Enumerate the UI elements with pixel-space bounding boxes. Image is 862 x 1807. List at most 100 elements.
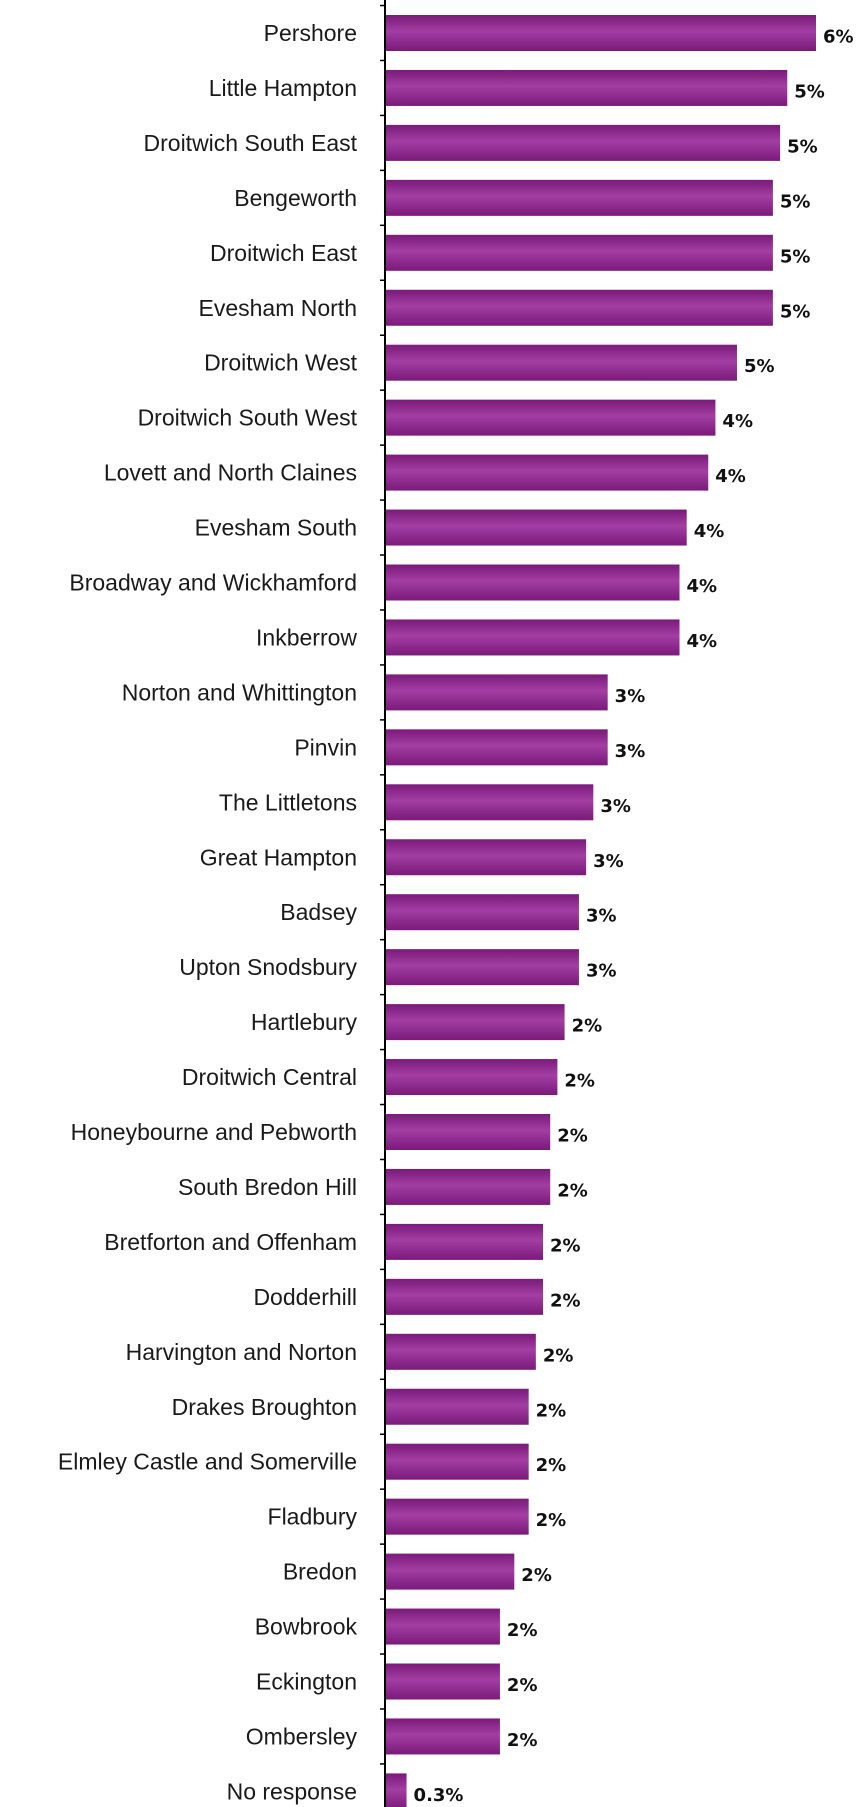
- bar: [385, 344, 737, 381]
- data-label: 4%: [722, 411, 753, 432]
- bar: [385, 1114, 551, 1150]
- category-label: Upton Snodsbury: [179, 954, 357, 980]
- bars-layer: [385, 15, 816, 1807]
- data-label: 2%: [564, 1071, 595, 1092]
- category-label: Pinvin: [294, 734, 357, 760]
- category-label: Dodderhill: [253, 1284, 357, 1310]
- category-label: Hartlebury: [251, 1009, 358, 1035]
- bar: [385, 1059, 558, 1096]
- data-label: 2%: [536, 1455, 567, 1476]
- bar: [385, 399, 716, 436]
- category-label: The Littletons: [219, 789, 357, 815]
- data-label: 3%: [615, 741, 646, 762]
- category-label: Fladbury: [268, 1504, 358, 1530]
- data-label: 2%: [507, 1620, 538, 1641]
- category-label: Droitwich South West: [138, 405, 358, 431]
- bar: [385, 289, 773, 326]
- bar: [385, 1718, 500, 1755]
- category-label: Bredon: [283, 1559, 357, 1585]
- bar: [385, 1278, 544, 1315]
- bar: [385, 619, 680, 656]
- bar: [385, 1223, 544, 1260]
- bar: [385, 234, 773, 271]
- category-label: Eckington: [256, 1669, 357, 1695]
- category-label: Lovett and North Claines: [104, 460, 357, 486]
- bar: [385, 674, 608, 711]
- category-label: Broadway and Wickhamford: [69, 570, 357, 596]
- data-label: 3%: [593, 851, 624, 872]
- data-label: 5%: [794, 81, 825, 102]
- data-label: 2%: [507, 1730, 538, 1751]
- category-label: Little Hampton: [209, 75, 357, 101]
- bar: [385, 1388, 529, 1425]
- data-label: 2%: [572, 1016, 603, 1037]
- bar: [385, 69, 788, 106]
- bar: [385, 15, 816, 51]
- data-label: 6%: [823, 27, 854, 48]
- category-label: Great Hampton: [200, 844, 357, 870]
- bar: [385, 1498, 529, 1535]
- data-label: 2%: [536, 1510, 567, 1531]
- category-label: Droitwich East: [210, 240, 358, 266]
- data-label: 4%: [687, 576, 718, 597]
- category-label: Evesham North: [198, 295, 357, 321]
- category-labels: Pershore Little Hampton Droitwich South Ea…: [58, 20, 358, 1804]
- category-label: Pershore: [264, 20, 357, 46]
- bar: [385, 1443, 529, 1480]
- category-label: Elmley Castle and Somerville: [58, 1449, 357, 1475]
- bar: [385, 1004, 565, 1041]
- data-label: 5%: [780, 301, 811, 322]
- data-label: 2%: [521, 1565, 552, 1586]
- bar: [385, 454, 709, 491]
- category-label: Droitwich South East: [144, 130, 358, 156]
- bar: [385, 784, 594, 821]
- category-label: No response: [227, 1778, 357, 1804]
- category-label: Norton and Whittington: [122, 679, 357, 705]
- category-label: Bretforton and Offenham: [104, 1229, 357, 1255]
- value-labels: 6% 5% 5% 5% 5% 5% 5% 4% 4% 4% 4% 4% 3% 3% 3% 3% 3% 3% 2% 2%…: [414, 27, 854, 1806]
- data-label: 2%: [550, 1235, 581, 1256]
- data-label: 5%: [780, 191, 811, 212]
- y-axis-ticks: [380, 4, 385, 1765]
- category-label: Droitwich West: [204, 350, 358, 376]
- bar: [385, 1663, 500, 1700]
- data-label: 3%: [615, 686, 646, 707]
- data-label: 2%: [557, 1126, 588, 1147]
- data-label: 3%: [600, 796, 631, 817]
- category-label: Badsey: [280, 899, 357, 925]
- data-label: 2%: [557, 1180, 588, 1201]
- data-label: 0.3%: [414, 1785, 464, 1806]
- data-label: 5%: [780, 246, 811, 267]
- bar: [385, 1168, 551, 1205]
- data-label: 2%: [550, 1290, 581, 1311]
- category-label: Harvington and Norton: [126, 1339, 357, 1365]
- category-label: South Bredon Hill: [178, 1174, 357, 1200]
- data-label: 3%: [586, 961, 617, 982]
- category-label: Inkberrow: [256, 624, 357, 650]
- bar: [385, 1608, 500, 1645]
- category-label: Bengeworth: [234, 185, 357, 211]
- category-label: Honeybourne and Pebworth: [71, 1119, 357, 1145]
- category-label: Bowbrook: [255, 1614, 358, 1640]
- bar: [385, 894, 579, 931]
- bar: [385, 179, 773, 216]
- bar: [385, 949, 579, 986]
- category-label: Ombersley: [246, 1723, 358, 1749]
- category-label: Drakes Broughton: [172, 1394, 357, 1420]
- bar: [385, 1553, 515, 1590]
- category-label: Droitwich Central: [182, 1064, 357, 1090]
- data-label: 4%: [715, 466, 746, 487]
- data-label: 2%: [543, 1345, 574, 1366]
- bar: [385, 839, 587, 876]
- data-label: 2%: [507, 1675, 538, 1696]
- bar: [385, 509, 687, 546]
- bar: [385, 124, 781, 161]
- data-label: 5%: [787, 136, 818, 157]
- category-label: Evesham South: [195, 515, 357, 541]
- data-label: 3%: [586, 906, 617, 927]
- bar: [385, 1333, 536, 1370]
- bar: [385, 729, 608, 766]
- data-label: 5%: [744, 356, 775, 377]
- data-label: 4%: [694, 521, 725, 542]
